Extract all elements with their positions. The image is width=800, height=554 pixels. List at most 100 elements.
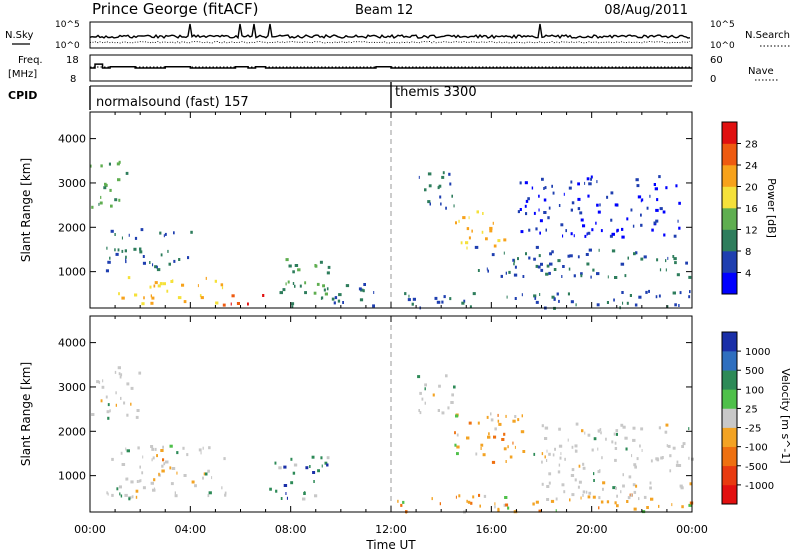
heatmap-cell	[167, 249, 169, 253]
heatmap-cell	[485, 237, 488, 241]
heatmap-cell	[678, 201, 681, 205]
heatmap-cell	[586, 262, 590, 266]
heatmap-cell	[107, 260, 111, 264]
heatmap-cell	[497, 507, 500, 511]
heatmap-cell	[118, 160, 121, 164]
heatmap-cell	[563, 192, 565, 196]
heatmap-cell	[269, 487, 272, 491]
heatmap-cell	[108, 162, 111, 166]
heatmap-cell	[554, 297, 556, 301]
heatmap-cell	[665, 423, 669, 427]
heatmap-cell	[282, 288, 286, 292]
heatmap-cell	[513, 273, 518, 277]
heatmap-cell	[688, 295, 691, 299]
heatmap-cell	[121, 463, 126, 466]
heatmap-cell	[578, 464, 581, 468]
heatmap-cell	[659, 268, 662, 272]
heatmap-cell	[538, 509, 542, 513]
heatmap-cell	[584, 181, 586, 185]
colorbar-swatch	[722, 427, 737, 447]
heatmap-cell	[599, 203, 601, 207]
heatmap-cell	[549, 262, 553, 266]
heatmap-cell	[640, 257, 644, 261]
heatmap-cell	[688, 503, 692, 507]
heatmap-cell	[540, 262, 543, 266]
heatmap-cell	[600, 431, 602, 435]
heatmap-cell	[648, 289, 650, 293]
heatmap-cell	[629, 294, 632, 297]
heatmap-cell	[156, 454, 158, 458]
heatmap-cell	[221, 486, 223, 490]
heatmap-cell	[139, 247, 142, 251]
heatmap-cell	[120, 494, 123, 498]
heatmap-cell	[633, 252, 636, 256]
heatmap-cell	[599, 469, 601, 473]
heatmap-cell	[582, 490, 586, 494]
heatmap-cell	[436, 300, 441, 304]
heatmap-cell	[107, 403, 110, 407]
heatmap-cell	[622, 301, 624, 305]
heatmap-cell	[570, 232, 573, 236]
heatmap-cell	[624, 274, 627, 278]
heatmap-cell	[533, 257, 536, 261]
heatmap-cell	[679, 484, 683, 488]
heatmap-cell	[123, 401, 126, 405]
heatmap-cell	[468, 216, 470, 220]
heatmap-cell	[602, 487, 604, 491]
heatmap-cell	[503, 432, 506, 436]
heatmap-cell	[334, 296, 338, 300]
heatmap-cell	[543, 211, 547, 214]
heatmap-cell	[517, 257, 519, 261]
heatmap-cell	[564, 457, 566, 461]
heatmap-cell	[525, 199, 529, 203]
heatmap-cell	[593, 437, 597, 441]
heatmap-cell	[118, 198, 121, 202]
heatmap-cell	[514, 265, 517, 269]
heatmap-cell	[627, 496, 631, 500]
colorbar-swatch	[722, 272, 737, 295]
heatmap-cell	[649, 486, 652, 490]
freq-label: Freq.	[18, 55, 43, 66]
y-tick-label: 2000	[58, 425, 86, 438]
heatmap-cell	[667, 256, 669, 260]
colorbar-swatch	[722, 208, 737, 230]
heatmap-cell	[609, 234, 613, 238]
heatmap-cell	[527, 197, 530, 201]
heatmap-cell	[153, 284, 156, 288]
heatmap-cell	[519, 181, 522, 185]
heatmap-cell	[309, 465, 311, 468]
heatmap-cell	[525, 212, 528, 216]
heatmap-cell	[173, 259, 176, 263]
heatmap-cell	[96, 380, 100, 384]
heatmap-cell	[567, 438, 569, 442]
heatmap-cell	[665, 186, 668, 190]
heatmap-cell	[117, 178, 121, 182]
heatmap-cell	[194, 484, 197, 488]
cpid-label: CPID	[8, 89, 37, 102]
heatmap-cell	[149, 285, 152, 289]
heatmap-cell	[140, 228, 144, 232]
heatmap-cell	[177, 296, 182, 300]
heatmap-cell	[397, 499, 399, 503]
heatmap-cell	[91, 413, 95, 416]
power-x-ticks	[89, 112, 693, 308]
heatmap-cell	[199, 294, 202, 298]
heatmap-cell	[290, 481, 294, 485]
heatmap-cell	[635, 484, 638, 488]
heatmap-cell	[475, 452, 478, 456]
heatmap-cell	[500, 274, 503, 278]
heatmap-cell	[540, 268, 544, 272]
heatmap-cell	[622, 484, 625, 488]
heatmap-cell	[483, 494, 487, 498]
heatmap-cell	[621, 235, 625, 239]
heatmap-cell	[632, 483, 636, 487]
heatmap-cell	[125, 447, 127, 451]
nave-tick-bottom: 0	[710, 74, 716, 85]
heatmap-cell	[552, 191, 555, 195]
heatmap-cell	[130, 480, 134, 484]
heatmap-cell	[646, 506, 649, 509]
heatmap-cell	[463, 299, 466, 303]
heatmap-cell	[600, 229, 603, 233]
heatmap-cell	[158, 472, 160, 476]
heatmap-cell	[650, 459, 653, 463]
